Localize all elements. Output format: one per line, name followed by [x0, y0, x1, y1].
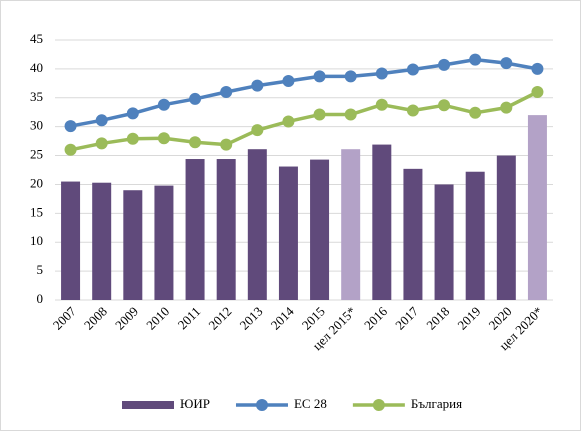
bar: [310, 159, 330, 300]
line: [70, 57, 538, 128]
marker: [220, 138, 233, 151]
bar: [496, 155, 516, 300]
marker: [375, 98, 388, 111]
marker: [469, 53, 482, 66]
bar: [216, 159, 236, 300]
line: [70, 90, 539, 152]
bar: [527, 115, 547, 300]
y-tick-label: 45: [30, 31, 43, 46]
bar: [154, 185, 174, 300]
y-tick-label: 5: [37, 262, 44, 277]
bar: [185, 159, 205, 300]
legend-label: ЮИР: [180, 396, 210, 411]
bar: [123, 190, 143, 300]
marker: [282, 75, 295, 88]
marker: [189, 136, 202, 149]
marker: [531, 86, 544, 98]
y-tick-label: 10: [30, 233, 43, 248]
y-tick-label: 40: [30, 60, 43, 75]
bar: [372, 144, 392, 300]
bar: [434, 184, 454, 300]
marker: [251, 79, 264, 92]
marker: [313, 108, 326, 121]
y-tick-label: 15: [30, 204, 43, 219]
y-tick-label: 20: [30, 175, 43, 190]
marker: [500, 101, 513, 114]
marker: [344, 70, 357, 83]
marker: [64, 120, 77, 133]
legend-marker: [255, 399, 268, 411]
bar: [341, 149, 361, 300]
marker: [126, 107, 139, 120]
marker: [500, 57, 513, 70]
marker: [438, 58, 451, 71]
marker: [375, 67, 388, 80]
y-tick-label: 35: [30, 89, 43, 104]
bar: [278, 166, 298, 300]
marker: [406, 63, 419, 76]
marker: [469, 106, 482, 119]
marker: [157, 98, 170, 111]
legend-label: България: [411, 396, 462, 411]
marker: [126, 132, 139, 145]
marker: [64, 143, 77, 156]
bar: [61, 181, 81, 300]
bar: [92, 182, 112, 300]
marker: [282, 115, 295, 128]
marker: [406, 104, 419, 117]
marker: [220, 86, 233, 98]
marker: [438, 99, 451, 112]
legend-marker: [372, 399, 385, 411]
y-tick-label: 0: [37, 291, 44, 306]
marker: [189, 92, 202, 105]
marker: [251, 124, 264, 137]
bar: [465, 171, 485, 300]
legend-label: ЕС 28: [294, 396, 327, 411]
bar: [247, 149, 267, 300]
bar: [403, 168, 423, 300]
marker: [95, 114, 108, 127]
legend-swatch: [122, 401, 174, 409]
y-tick-label: 25: [30, 147, 43, 162]
marker: [313, 70, 326, 83]
marker: [344, 108, 357, 121]
y-tick-label: 30: [30, 118, 43, 133]
marker: [95, 137, 108, 150]
marker: [157, 132, 170, 145]
marker: [531, 62, 544, 75]
